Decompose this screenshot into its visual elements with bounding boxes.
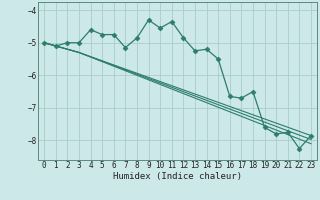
X-axis label: Humidex (Indice chaleur): Humidex (Indice chaleur) [113,172,242,181]
